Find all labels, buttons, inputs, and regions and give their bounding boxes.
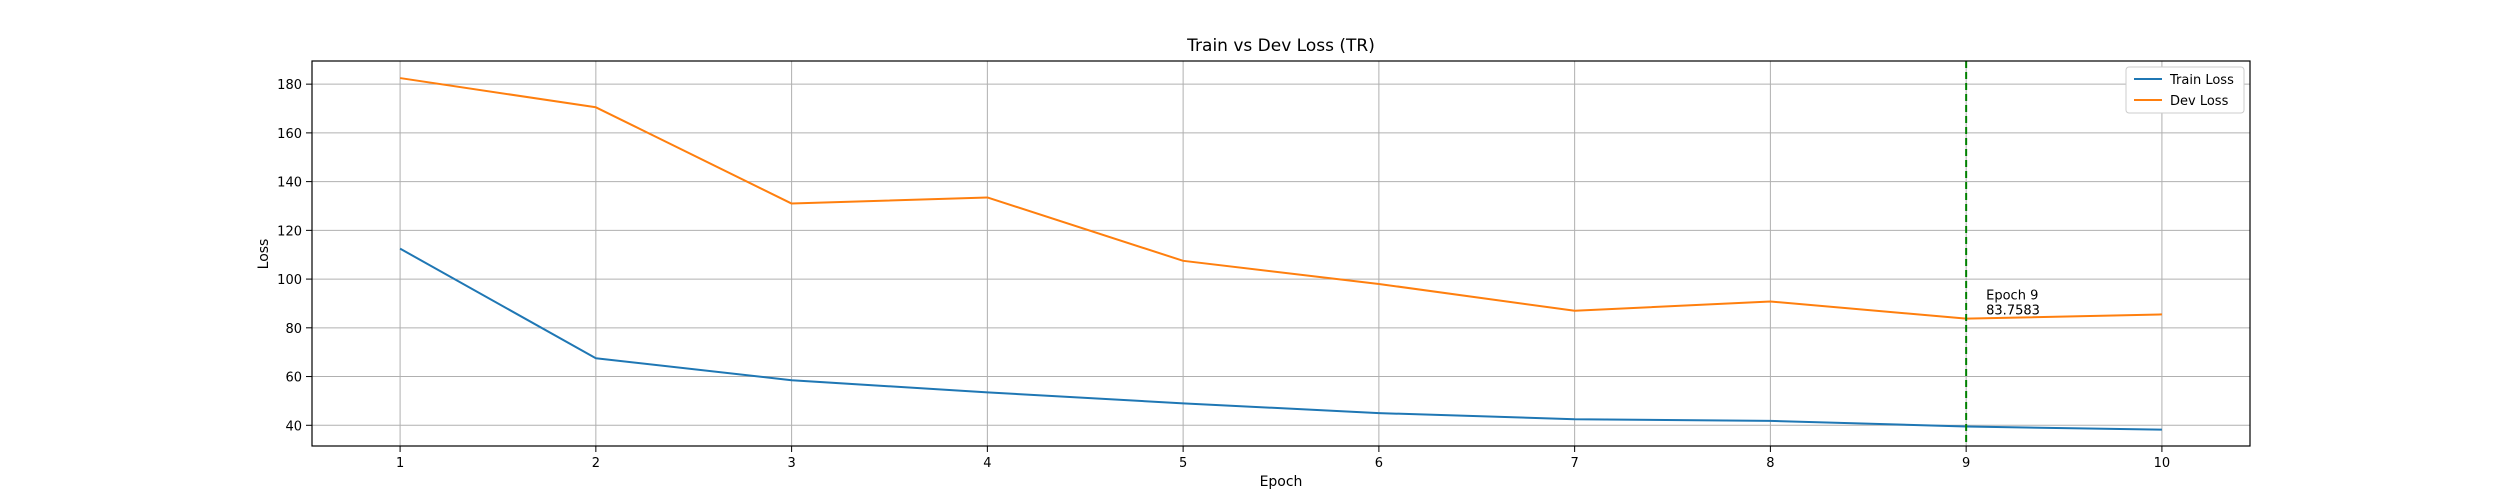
axis-ticks: 1 2 3 4 5 6 7 8 9 10 40 60 80 100 120 140 160 180 [277,78,2170,471]
x-tick-label: 8 [1766,456,1774,471]
x-tick-label: 1 [396,456,404,471]
plot-frame [311,60,2251,447]
y-tick-label: 80 [285,322,302,337]
y-tick-label: 160 [277,127,302,142]
y-tick-label: 140 [277,176,302,191]
x-axis-label: Epoch [1260,474,1303,490]
y-tick-label: 120 [277,224,302,239]
series-lines [399,77,2162,431]
y-axis-label: Loss [256,239,272,270]
y-tick-label: 40 [285,419,302,434]
train-loss-line [399,247,2162,431]
y-tick-label: 100 [277,273,302,288]
legend: Train Loss Dev Loss [2125,66,2245,114]
chart-title: Train vs Dev Loss (TR) [1186,36,1375,56]
annotation-value-label: 83.7583 [1986,304,2040,319]
x-tick-label: 6 [1375,456,1383,471]
annotation-epoch-label: Epoch 9 [1986,289,2038,304]
legend-label-dev: Dev Loss [2170,94,2229,109]
legend-label-train: Train Loss [2169,73,2234,88]
best-epoch-annotation: Epoch 9 83.7583 [1965,61,2040,446]
x-tick-label: 3 [787,456,795,471]
x-tick-label: 4 [983,456,991,471]
y-tick-label: 180 [277,78,302,93]
x-tick-label: 2 [592,456,600,471]
x-tick-label: 7 [1570,456,1578,471]
plot-background [312,61,2250,446]
x-tick-label: 5 [1179,456,1187,471]
dev-loss-line [399,77,2162,320]
x-tick-label: 10 [2154,456,2171,471]
y-tick-label: 60 [285,371,302,386]
x-tick-label: 9 [1962,456,1970,471]
grid [312,61,2250,446]
